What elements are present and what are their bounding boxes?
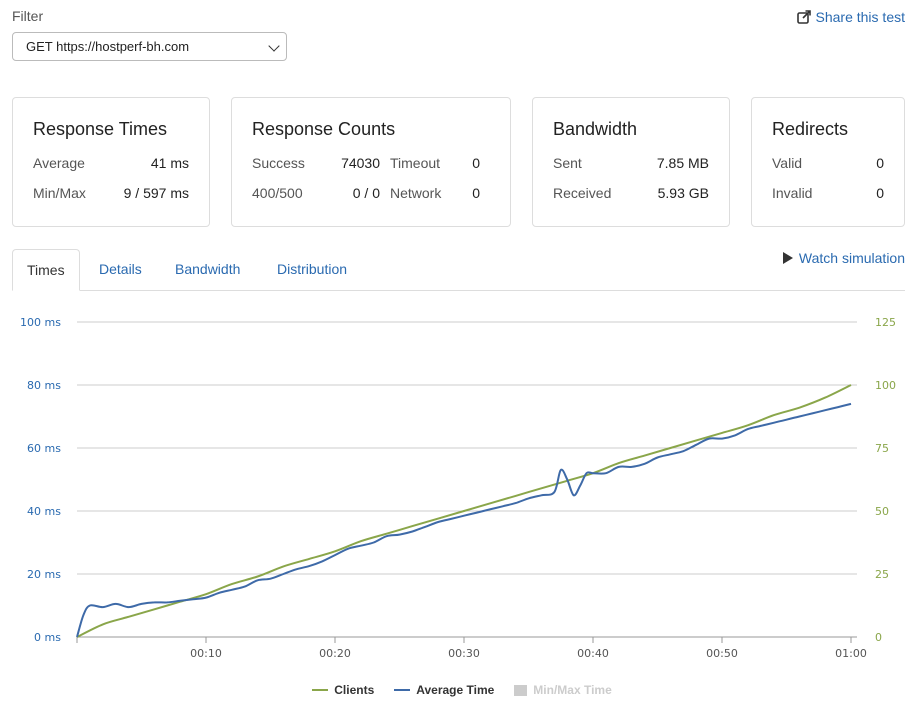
y-left-tick-label: 60 ms	[27, 442, 61, 455]
tab-details[interactable]: Details	[99, 261, 142, 277]
chart-legend: Clients Average Time Min/Max Time	[0, 683, 924, 697]
response-counts-card: Response Counts Success 74030 Timeout 0 …	[231, 97, 511, 227]
legend-box-swatch	[514, 684, 528, 696]
x-tick-label: 00:50	[706, 647, 738, 660]
minmax-value: 9 / 597 ms	[123, 185, 189, 201]
tab-distribution[interactable]: Distribution	[277, 261, 348, 277]
invalid-value: 0	[876, 185, 884, 201]
sent-label: Sent	[553, 155, 582, 171]
series-line-average-time	[76, 402, 852, 638]
play-icon	[782, 252, 793, 264]
received-value: 5.93 GB	[657, 185, 709, 201]
x-tick-label: 00:40	[577, 647, 609, 660]
x-tick-label: 01:00	[835, 647, 867, 660]
response-times-card: Response Times Average 41 ms Min/Max 9 /…	[12, 97, 210, 227]
y-left-tick-label: 40 ms	[27, 505, 61, 518]
legend-clients[interactable]: Clients	[312, 683, 374, 697]
series-line-clients	[76, 384, 852, 638]
sent-value: 7.85 MB	[656, 155, 709, 171]
success-label: Success	[252, 155, 305, 171]
watch-simulation-label: Watch simulation	[798, 250, 905, 266]
y-right-tick-label: 50	[875, 505, 889, 518]
x-tick-label: 00:20	[319, 647, 351, 660]
x-tick-label: 00:30	[448, 647, 480, 660]
filter-select[interactable]: GET https://hostperf-bh.com	[12, 32, 287, 61]
y-left-tick-label: 80 ms	[27, 379, 61, 392]
timeout-label: Timeout	[390, 155, 441, 171]
x-tick-label: 00:10	[190, 647, 222, 660]
y-right-tick-label: 125	[875, 316, 896, 329]
filter-select-value: GET https://hostperf-bh.com	[26, 39, 190, 54]
card-title: Redirects	[772, 119, 849, 139]
legend-label: Min/Max Time	[533, 683, 612, 697]
timeout-value: 0	[472, 155, 480, 171]
chart-tabs: Times Details Bandwidth Distribution	[12, 249, 905, 291]
y-left-tick-label: 100 ms	[20, 316, 61, 329]
network-label: Network	[390, 185, 442, 201]
legend-minmax-time[interactable]: Min/Max Time	[514, 683, 612, 697]
card-title: Response Times	[33, 119, 168, 139]
received-label: Received	[553, 185, 612, 201]
minmax-label: Min/Max	[33, 185, 86, 201]
valid-label: Valid	[772, 155, 803, 171]
average-label: Average	[33, 155, 85, 171]
card-title: Response Counts	[252, 119, 396, 139]
share-icon	[796, 10, 811, 24]
card-title: Bandwidth	[553, 119, 638, 139]
y-right-tick-label: 25	[875, 568, 889, 581]
err-label: 400/500	[252, 185, 303, 201]
legend-average-time[interactable]: Average Time	[394, 683, 494, 697]
success-value: 74030	[341, 155, 380, 171]
average-value: 41 ms	[150, 155, 189, 171]
network-value: 0	[472, 185, 480, 201]
invalid-label: Invalid	[772, 185, 813, 201]
watch-simulation-link[interactable]: Watch simulation	[782, 250, 905, 266]
valid-value: 0	[876, 155, 884, 171]
redirects-card: Redirects Valid 0 Invalid 0	[751, 97, 905, 227]
err-value: 0 / 0	[352, 185, 380, 201]
y-left-tick-label: 20 ms	[27, 568, 61, 581]
y-right-tick-label: 100	[875, 379, 896, 392]
legend-label: Average Time	[416, 683, 495, 697]
y-right-tick-label: 0	[875, 631, 882, 644]
legend-line-swatch	[394, 689, 411, 691]
legend-line-swatch	[312, 689, 329, 691]
legend-label: Clients	[334, 683, 375, 697]
filter-label: Filter	[12, 8, 44, 24]
tab-times[interactable]: Times	[12, 249, 80, 291]
bandwidth-card: Bandwidth Sent 7.85 MB Received 5.93 GB	[532, 97, 730, 227]
share-label: Share this test	[815, 9, 906, 25]
times-chart: 00:10 00:20 00:30 00:40 00:50 01:00 0 ms 20 ms…	[20, 316, 896, 660]
y-left-tick-label: 0 ms	[34, 631, 61, 644]
tab-bandwidth[interactable]: Bandwidth	[175, 261, 241, 277]
share-link[interactable]: Share this test	[796, 9, 906, 25]
chevron-down-icon	[268, 40, 280, 52]
y-right-tick-label: 75	[875, 442, 889, 455]
